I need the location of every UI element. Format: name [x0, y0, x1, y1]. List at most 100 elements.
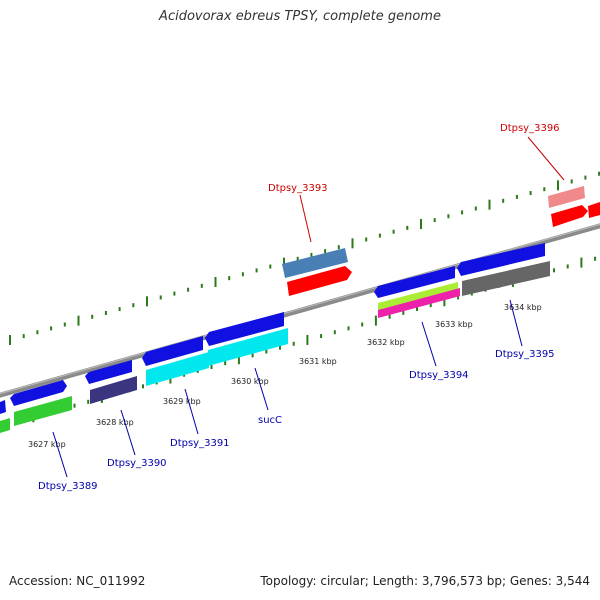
- minor-tick: [36, 330, 39, 335]
- genome-backbone-highlight: [0, 223, 600, 395]
- cds-dtpsy-3396-pink[interactable]: [548, 186, 585, 208]
- gene-label-dtpsy-3393[interactable]: Dtpsy_3393: [268, 183, 328, 194]
- kbp-axis-labels: 3627 kbp 3628 kbp 3629 kbp 3630 kbp 3631…: [28, 303, 542, 449]
- cds-dtpsy-3389[interactable]: [14, 396, 72, 426]
- leader-dtpsy-3394: [421, 321, 437, 367]
- major-tick: [283, 257, 285, 268]
- cds-dtpsy-3395-gray[interactable]: [462, 261, 550, 296]
- gene-label-dtpsy-3396[interactable]: Dtpsy_3396: [500, 123, 560, 134]
- outer-tick-row: [9, 171, 600, 345]
- minor-tick: [265, 349, 268, 354]
- cds-dtpsy-3391[interactable]: [146, 352, 209, 386]
- major-tick: [351, 238, 354, 249]
- gene-labels: Dtpsy_3389 Dtpsy_3390 Dtpsy_3391 sucC Dt…: [38, 123, 560, 492]
- gene-arrow-dtpsy-3393[interactable]: [287, 266, 352, 296]
- cds-dtpsy-3394-magenta[interactable]: [378, 288, 460, 318]
- minor-tick: [392, 229, 395, 234]
- minor-tick: [457, 295, 460, 300]
- major-tick: [488, 199, 491, 210]
- major-tick: [557, 180, 559, 191]
- leader-dtpsy-3391: [184, 388, 199, 435]
- minor-tick: [91, 314, 94, 319]
- kbp-label: 3627 kbp: [28, 440, 66, 449]
- minor-tick: [73, 403, 76, 408]
- minor-tick: [292, 341, 295, 346]
- leader-dtpsy-3396: [527, 136, 565, 181]
- minor-tick: [132, 303, 135, 308]
- gene-arrow-partial-right[interactable]: [588, 202, 600, 218]
- gene-arrow-dtpsy-3394[interactable]: [374, 266, 455, 298]
- minor-tick: [584, 175, 587, 180]
- major-tick: [77, 315, 80, 326]
- gene-label-succ[interactable]: sucC: [258, 415, 282, 426]
- kbp-label: 3629 kbp: [163, 397, 201, 406]
- minor-tick: [255, 268, 258, 273]
- minor-tick: [447, 214, 450, 219]
- gene-arrow-succ[interactable]: [205, 312, 284, 346]
- gene-label-dtpsy-3389[interactable]: Dtpsy_3389: [38, 481, 98, 492]
- minor-tick: [570, 179, 573, 184]
- minor-tick: [324, 249, 327, 254]
- kbp-label: 3634 kbp: [504, 303, 542, 312]
- major-tick: [146, 296, 148, 307]
- minor-tick: [296, 256, 299, 261]
- gene-arrow-dtpsy-3396[interactable]: [551, 205, 588, 227]
- major-tick: [237, 354, 240, 365]
- minor-tick: [566, 264, 569, 269]
- minor-tick: [269, 264, 272, 269]
- cds-succ[interactable]: [208, 328, 288, 366]
- gene-arrow-dtpsy-3390[interactable]: [85, 360, 132, 384]
- minor-tick: [433, 218, 436, 223]
- minor-tick: [461, 210, 464, 215]
- minor-tick: [22, 334, 25, 339]
- major-tick: [580, 257, 583, 268]
- minor-tick: [515, 194, 518, 199]
- map-title: Acidovorax ebreus TPSY, complete genome: [159, 9, 441, 24]
- leader-dtpsy-3389: [52, 431, 68, 478]
- minor-tick: [416, 306, 418, 311]
- minor-tick: [187, 287, 190, 292]
- cds-partial-left[interactable]: [0, 418, 10, 433]
- minor-tick: [429, 303, 432, 308]
- minor-tick: [474, 206, 477, 211]
- minor-tick: [251, 353, 254, 358]
- minor-tick: [543, 187, 546, 192]
- major-tick: [374, 315, 377, 326]
- major-tick: [214, 276, 217, 287]
- minor-tick: [173, 291, 176, 296]
- minor-tick: [598, 171, 600, 176]
- minor-tick: [200, 283, 203, 288]
- feature-track: [0, 186, 600, 433]
- gene-label-dtpsy-3395[interactable]: Dtpsy_3395: [495, 349, 555, 360]
- minor-tick: [87, 399, 90, 404]
- minor-tick: [63, 322, 66, 327]
- kbp-label: 3630 kbp: [231, 377, 269, 386]
- gene-arrow-dtpsy-3391[interactable]: [142, 336, 203, 366]
- gene-arrow-partial-left[interactable]: [0, 400, 6, 414]
- minor-tick: [337, 245, 340, 250]
- minor-tick: [104, 310, 107, 315]
- gene-label-dtpsy-3391[interactable]: Dtpsy_3391: [170, 438, 230, 449]
- kbp-label: 3628 kbp: [96, 418, 134, 427]
- minor-tick: [502, 198, 505, 203]
- gene-arrow-dtpsy-3395[interactable]: [457, 243, 545, 276]
- genome-summary-text: Topology: circular; Length: 3,796,573 bp…: [260, 574, 590, 588]
- minor-tick: [529, 191, 532, 196]
- cds-dtpsy-3393-steel[interactable]: [282, 248, 348, 278]
- kbp-label: 3633 kbp: [435, 320, 473, 329]
- minor-tick: [378, 233, 381, 238]
- minor-tick: [333, 330, 336, 335]
- cds-dtpsy-3394-lime[interactable]: [378, 282, 458, 312]
- minor-tick: [402, 310, 405, 315]
- accession-text: Accession: NC_011992: [9, 574, 146, 588]
- kbp-label: 3632 kbp: [367, 338, 405, 347]
- label-leaders: [52, 136, 565, 478]
- minor-tick: [241, 272, 244, 277]
- major-tick: [420, 218, 422, 229]
- gene-label-dtpsy-3394[interactable]: Dtpsy_3394: [409, 370, 469, 381]
- gene-arrow-dtpsy-3389[interactable]: [10, 380, 67, 406]
- gene-label-dtpsy-3390[interactable]: Dtpsy_3390: [107, 458, 167, 469]
- cds-dtpsy-3390[interactable]: [90, 376, 137, 404]
- minor-tick: [388, 314, 391, 319]
